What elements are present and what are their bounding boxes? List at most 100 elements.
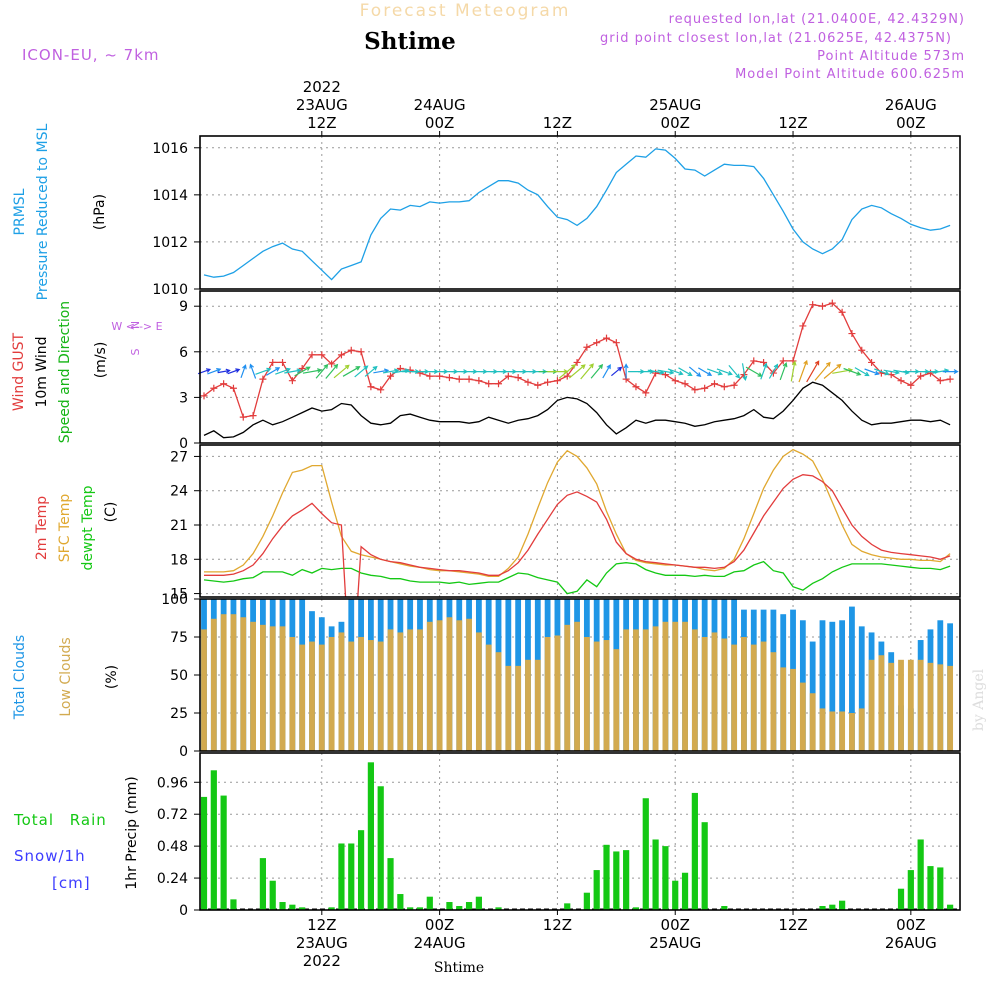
panel-wind: 0 3 6 9 [179, 290, 961, 452]
ylabel-pressure: Pressure Reduced to MSL [35, 123, 51, 300]
wind-direction-arrow [874, 368, 890, 376]
wind-direction-arrow [580, 363, 594, 380]
wind-direction-arrow [741, 363, 748, 382]
ytick-label: 9 [179, 299, 188, 315]
low-cloud-bar [613, 649, 620, 751]
precip-bar [897, 888, 905, 910]
wind-direction-arrow [275, 367, 291, 375]
ytick-label: 24 [170, 484, 188, 500]
gust-marker [799, 322, 807, 330]
bottom-time-label: 25AUG [649, 934, 701, 952]
gust-marker [779, 357, 787, 365]
gust-marker [603, 334, 611, 342]
gust-marker [661, 371, 669, 379]
gust-marker [259, 375, 267, 383]
precip-bar [947, 904, 954, 910]
ylabel-low-clouds: Low Clouds [58, 637, 74, 716]
top-time-label: 25AUG [649, 96, 701, 114]
wind-direction-arrow [790, 360, 797, 382]
low-cloud-bar [927, 662, 934, 751]
low-cloud-bar [652, 626, 659, 751]
panel-frame [199, 444, 961, 598]
gust-marker [907, 381, 915, 389]
precip-bar [937, 867, 944, 910]
low-cloud-bar [220, 614, 227, 751]
bottom-time-label: 12Z [543, 916, 572, 934]
low-cloud-bar [574, 621, 580, 751]
gust-marker [917, 372, 925, 380]
low-cloud-bar [682, 621, 688, 751]
top-time-label: 00Z [896, 114, 925, 132]
gust-marker [583, 343, 591, 351]
ylabel-percent: (%) [104, 665, 120, 689]
low-cloud-bar [878, 655, 885, 751]
precip-bar [259, 858, 267, 910]
precip-bar [465, 902, 473, 910]
precip-bar [681, 872, 689, 910]
precip-bar [230, 899, 237, 910]
low-cloud-bar [397, 632, 404, 751]
wind-key-west-east: W <--> E [111, 320, 162, 333]
wind-direction-arrow [255, 367, 272, 375]
gust-marker [347, 346, 355, 354]
ytick-label: 1016 [152, 141, 188, 157]
gust-marker [681, 380, 689, 388]
wind-direction-arrow [768, 363, 779, 379]
ylabel-gust: Wind GUST [11, 332, 27, 411]
ytick-label: 1010 [152, 282, 188, 298]
top-time-label: 23AUG [296, 96, 348, 114]
gust-marker [239, 413, 247, 421]
gust-marker [730, 381, 738, 389]
low-cloud-bar [858, 708, 865, 751]
ytick-label: 25 [170, 706, 188, 722]
gust-marker [436, 372, 444, 380]
bottom-time-label: 23AUG [296, 934, 348, 952]
panel-pressure: 1010 1012 1014 1016 [152, 135, 961, 298]
top-time-label: 00Z [425, 114, 454, 132]
info-grid-point: grid point closest lon,lat (21.0625E, 42… [600, 31, 952, 46]
wind-direction-arrow [864, 368, 880, 376]
gust-marker [534, 381, 542, 389]
precip-bar [701, 822, 708, 910]
low-cloud-bar [691, 629, 698, 751]
low-cloud-bar [417, 629, 423, 751]
top-time-label: 24AUG [414, 96, 466, 114]
gust-marker [760, 358, 768, 366]
precip-bar [927, 866, 934, 910]
ytick-label: 0 [179, 436, 188, 452]
precip-bar [299, 907, 306, 910]
low-cloud-bar [642, 629, 649, 751]
top-time-label: 00Z [661, 114, 690, 132]
low-cloud-bar [328, 637, 335, 751]
gust-marker [220, 380, 228, 388]
low-cloud-bar [250, 621, 256, 751]
low-cloud-bar [947, 665, 954, 751]
low-cloud-bar [623, 629, 630, 751]
wind-direction-arrow [227, 368, 241, 375]
low-cloud-bar [210, 618, 217, 751]
gust-marker [868, 358, 876, 366]
ylabel-celsius: (C) [103, 502, 119, 523]
wind-direction-arrow [590, 363, 604, 379]
wind-direction-arrow [284, 368, 302, 374]
low-cloud-bar [456, 620, 463, 751]
top-time-label: 26AUG [885, 96, 937, 114]
gust-marker [750, 357, 758, 365]
gust-marker [426, 372, 434, 380]
gust-marker [809, 301, 817, 309]
low-cloud-bar [809, 693, 816, 751]
low-cloud-bar [269, 626, 276, 751]
gust-marker [946, 375, 954, 383]
precip-bar [377, 786, 384, 910]
precip-bar [613, 851, 620, 910]
series-line [203, 560, 951, 595]
low-cloud-bar [260, 624, 266, 751]
low-cloud-bar [770, 652, 777, 751]
precip-bar [338, 843, 345, 910]
low-cloud-bar [446, 617, 453, 751]
ytick-label: 50 [170, 668, 188, 684]
gust-marker [288, 377, 296, 385]
wind-direction-arrow [240, 364, 247, 379]
gust-marker [573, 358, 581, 366]
